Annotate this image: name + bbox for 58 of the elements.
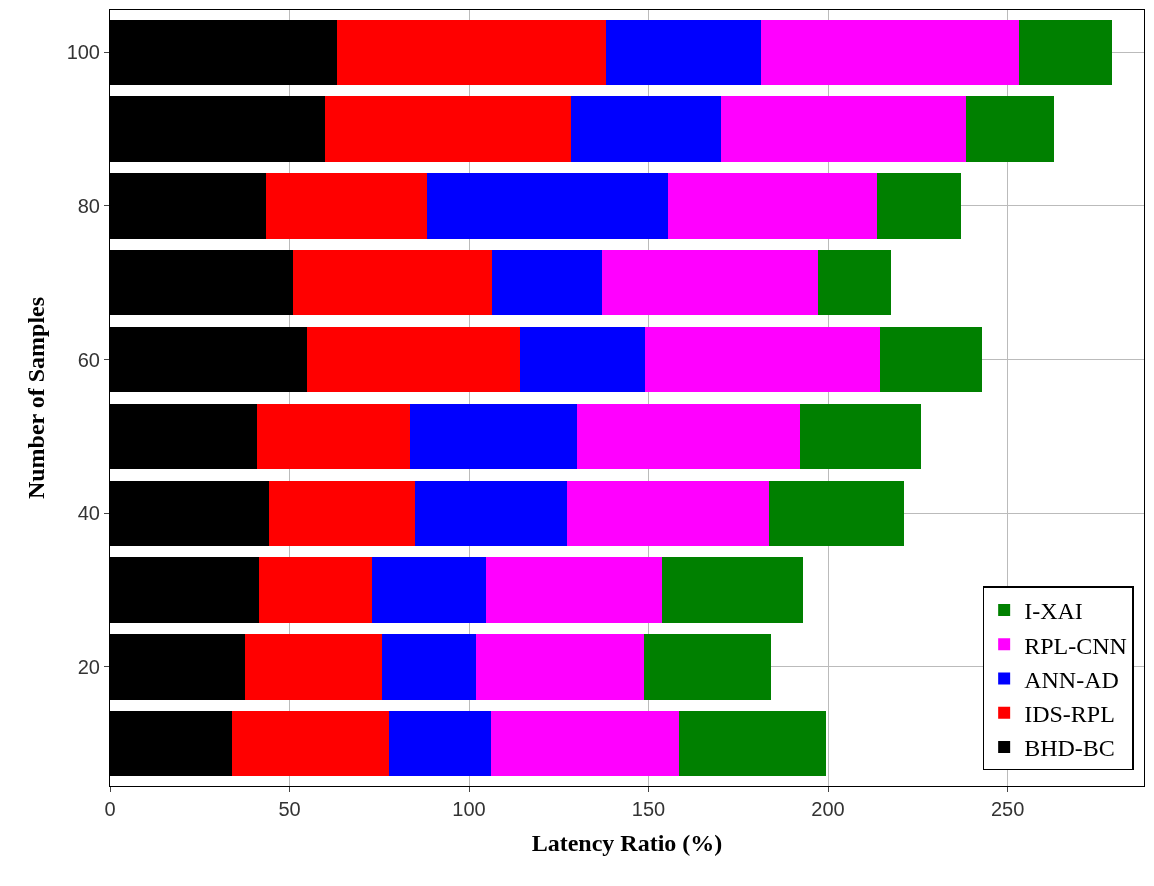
bar [720, 96, 966, 162]
bar [1018, 19, 1113, 85]
legend-label: I-XAI [1024, 598, 1083, 625]
y-tick-label: 40 [77, 502, 100, 525]
bar [567, 480, 770, 546]
bar [643, 634, 772, 700]
bar [492, 250, 602, 316]
bar [661, 557, 803, 623]
bar [293, 250, 493, 316]
bar [769, 480, 905, 546]
bar [244, 634, 382, 700]
legend-label: IDS-RPL [1024, 701, 1115, 728]
bar [491, 711, 680, 777]
x-tick-label: 150 [631, 798, 666, 820]
x-tick-label: 0 [104, 798, 116, 820]
bar [231, 711, 389, 777]
bar [266, 173, 428, 239]
legend-label: ANN-AD [1024, 666, 1119, 693]
x-axis-title: Latency Ratio (%) [531, 830, 723, 857]
legend-label: BHD-BC [1024, 735, 1115, 762]
bar [799, 403, 922, 470]
bar [476, 634, 644, 700]
x-tick-label: 100 [452, 798, 486, 820]
bar [486, 557, 662, 623]
y-tick-label: 20 [77, 655, 100, 678]
bar [381, 634, 477, 700]
bar [257, 403, 411, 470]
bar [876, 173, 961, 239]
x-tick-label: 50 [278, 798, 301, 820]
bar [269, 480, 416, 546]
bar [388, 711, 492, 777]
bar [605, 19, 761, 85]
bar [818, 250, 891, 316]
y-axis-title: Number of Samples [22, 296, 49, 500]
y-tick-label: 60 [77, 348, 100, 371]
bar [879, 326, 983, 393]
bar [644, 326, 880, 393]
bar [965, 96, 1055, 162]
bar [667, 173, 877, 239]
bar [760, 19, 1019, 85]
bar [571, 96, 721, 162]
bar [337, 19, 606, 85]
bar [519, 326, 645, 393]
bar [577, 403, 800, 470]
bar [679, 711, 826, 777]
bar [427, 173, 668, 239]
y-tick-label: 100 [66, 41, 100, 64]
legend-label: RPL-CNN [1024, 632, 1127, 659]
bar [410, 403, 578, 470]
x-tick-label: 250 [990, 798, 1025, 820]
bar [415, 480, 568, 546]
bar [259, 557, 372, 623]
x-tick-label: 200 [811, 798, 845, 820]
bar [325, 96, 572, 162]
y-tick-label: 80 [77, 194, 100, 217]
bar [601, 250, 818, 316]
bar [371, 557, 487, 623]
bar [306, 326, 520, 393]
